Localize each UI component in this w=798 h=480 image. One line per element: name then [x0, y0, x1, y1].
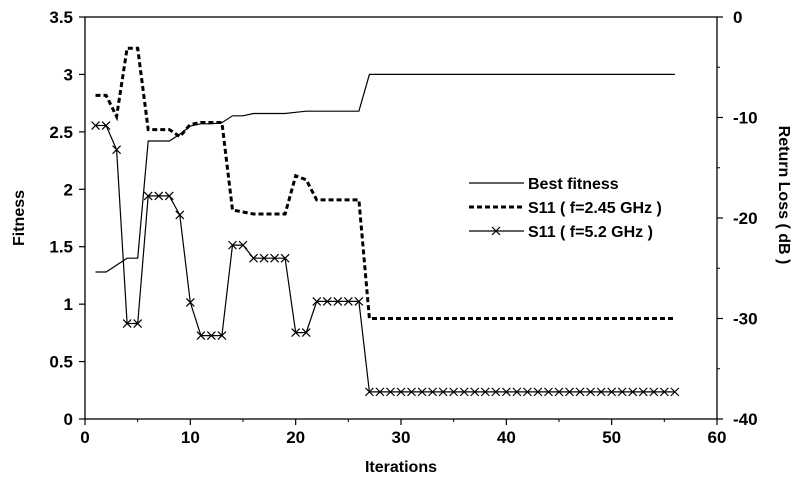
data-point-marker	[449, 387, 459, 397]
data-point-marker	[638, 387, 648, 397]
series-line-2	[95, 124, 675, 393]
series-line-0	[95, 73, 675, 273]
data-point-marker	[533, 387, 543, 397]
data-point-marker	[438, 387, 448, 397]
data-point-marker	[396, 387, 406, 397]
data-point-marker	[407, 387, 416, 397]
x-tick-label: 30	[392, 428, 411, 447]
data-point-marker	[154, 191, 164, 201]
y-right-tick-label: -40	[733, 410, 758, 429]
y-left-tick-label: 0.5	[49, 353, 73, 372]
y-right-tick-label: -10	[733, 109, 758, 128]
x-tick-label: 0	[80, 428, 89, 447]
legend-label-best-fitness: Best fitness	[528, 176, 619, 193]
data-point-marker	[322, 296, 332, 306]
data-point-marker	[522, 387, 532, 397]
data-point-marker	[185, 297, 195, 307]
data-point-marker	[628, 387, 638, 397]
data-point-marker	[228, 240, 237, 250]
data-point-marker	[554, 387, 564, 397]
data-point-marker	[480, 387, 490, 397]
data-point-marker	[470, 387, 480, 397]
data-point-marker	[491, 387, 501, 397]
data-point-marker	[291, 328, 301, 337]
data-point-marker	[101, 121, 111, 130]
data-point-marker	[586, 387, 596, 397]
data-point-marker	[143, 191, 153, 201]
data-point-marker	[196, 331, 206, 341]
y-left-tick-label: 2	[64, 180, 73, 199]
series-layer	[91, 46, 680, 397]
data-point-marker	[596, 387, 606, 397]
data-point-marker	[607, 387, 617, 397]
data-point-marker	[512, 387, 522, 397]
data-point-marker	[217, 331, 227, 341]
data-point-marker	[459, 387, 469, 397]
y-left-tick-label: 2.5	[49, 123, 73, 142]
data-point-marker	[133, 319, 143, 328]
data-point-marker	[122, 319, 132, 328]
ticks-layer: 0 10 20 30 40 50 60 0 0.5 1 1.5 2 2.5 3 3.5 -40 -30 -20 -1…	[49, 8, 757, 447]
y-right-tick-label: -20	[733, 209, 758, 228]
data-point-marker	[354, 296, 364, 306]
legend-marker-x	[491, 226, 501, 236]
data-point-marker	[249, 253, 258, 263]
x-tick-label: 50	[602, 428, 621, 447]
y-axis-left-title: Fitness	[11, 190, 28, 246]
data-point-marker	[91, 121, 100, 130]
series-line-1	[95, 46, 675, 320]
data-point-marker	[417, 387, 427, 397]
y-left-tick-label: 3.5	[49, 8, 73, 27]
data-point-marker	[364, 387, 374, 397]
data-point-marker	[343, 296, 353, 306]
y-left-tick-label: 3	[64, 65, 73, 84]
x-tick-label: 40	[497, 428, 516, 447]
y-axis-right-title: Return Loss ( dB )	[775, 126, 792, 265]
data-point-marker	[649, 387, 659, 397]
legend-label-s11-2-45: S11 ( f=2.45 GHz )	[528, 200, 662, 217]
data-point-marker	[301, 328, 311, 337]
data-point-marker	[259, 253, 269, 263]
data-point-marker	[659, 387, 669, 397]
data-point-marker	[575, 387, 585, 397]
x-tick-label: 10	[181, 428, 200, 447]
data-point-marker	[164, 191, 174, 201]
data-point-marker	[312, 296, 322, 306]
data-point-marker	[565, 387, 574, 397]
data-point-marker	[333, 296, 343, 306]
data-point-marker	[428, 387, 438, 397]
y-right-tick-label: 0	[733, 8, 742, 27]
data-point-marker	[375, 387, 385, 397]
data-point-marker	[544, 387, 553, 397]
data-point-marker	[270, 253, 280, 263]
x-tick-label: 60	[708, 428, 727, 447]
data-point-marker	[175, 210, 185, 220]
legend-label-s11-5-2: S11 ( f=5.2 GHz )	[528, 224, 653, 241]
data-point-marker	[206, 331, 216, 341]
y-right-tick-label: -30	[733, 310, 758, 329]
y-left-tick-label: 1	[64, 295, 73, 314]
data-point-marker	[280, 253, 290, 263]
data-point-marker	[238, 240, 248, 250]
data-point-marker	[501, 387, 511, 397]
legend: Best fitness S11 ( f=2.45 GHz ) S11 ( f=…	[469, 176, 662, 241]
data-point-marker	[670, 387, 680, 397]
x-tick-label: 20	[286, 428, 305, 447]
data-point-marker	[386, 387, 395, 397]
data-point-marker	[112, 145, 122, 155]
y-left-tick-label: 0	[64, 410, 73, 429]
data-point-marker	[617, 387, 627, 397]
y-left-tick-label: 1.5	[49, 238, 73, 257]
x-axis-title: Iterations	[365, 459, 437, 476]
